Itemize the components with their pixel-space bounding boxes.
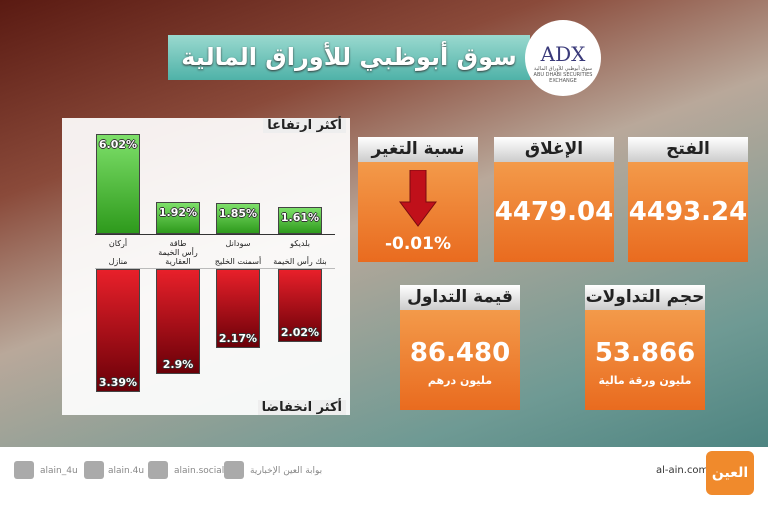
separator — [95, 268, 335, 269]
title: سوق أبوظبي للأوراق المالية — [168, 35, 530, 80]
category-label: بنك رأس الخيمة — [273, 257, 327, 266]
baseline — [95, 234, 335, 235]
youtube-icon[interactable] — [224, 461, 244, 479]
tile-label: نسبة التغير — [358, 137, 478, 162]
value-label: 2.02% — [280, 326, 320, 340]
category-label: بلديكو — [290, 239, 310, 248]
logo-mark: ADX — [540, 42, 586, 66]
category-label: رأس الخيمة العقارية — [158, 248, 198, 266]
tile-body: -0.01% — [358, 162, 478, 262]
value-label: 2.9% — [162, 358, 194, 372]
value-label: 2.17% — [218, 331, 258, 345]
tile-unit: مليون درهم — [427, 374, 493, 387]
bar — [278, 207, 322, 234]
tile: الإغلاق 4479.04 — [494, 137, 614, 262]
social-handle: بوابة العين الإخبارية — [250, 466, 323, 476]
logo-english: ABU DHABI SECURITIES EXCHANGE — [533, 72, 593, 84]
facebook-icon[interactable] — [148, 461, 168, 479]
tile-body: 53.866 مليون ورقة مالية — [585, 310, 705, 410]
bar — [96, 269, 140, 392]
social-handle: alain.social — [174, 466, 225, 476]
chart-title: أكثر ارتفاعا — [263, 118, 346, 133]
tile-value: 86.480 — [409, 338, 511, 368]
tile-label: حجم التداولات — [585, 285, 705, 310]
logo: ADX سوق أبوظبي للأوراق المالية ABU DHABI… — [525, 20, 601, 96]
tile: الفتح 4493.24 — [628, 137, 748, 262]
category-label: أركان — [108, 239, 128, 248]
value-label: 1.92% — [158, 206, 198, 220]
tile-value: -0.01% — [384, 234, 452, 254]
site[interactable]: al-ain.com — [656, 465, 709, 476]
category-label: طاقة — [169, 239, 187, 248]
value-label: 6.02% — [98, 138, 138, 151]
category-label: سودانل — [225, 239, 251, 248]
instagram-icon[interactable] — [84, 461, 104, 479]
down-arrow — [399, 170, 437, 227]
tile-label: قيمة التداول — [400, 285, 520, 310]
chart-panel: أكثر ارتفاعا أكثر انخفاضا 6.02% أركان 1.92… — [62, 118, 350, 415]
chart-title: أكثر انخفاضا — [257, 400, 346, 415]
tile-value: 4479.04 — [494, 162, 614, 262]
tile-unit: مليون ورقة مالية — [598, 374, 692, 387]
tile: قيمة التداول 86.480 مليون درهم — [400, 285, 520, 410]
tile-label: الفتح — [628, 137, 748, 162]
tile-value: 4493.24 — [628, 162, 748, 262]
social-handle: alain_4u — [40, 466, 78, 476]
bar — [216, 269, 260, 348]
logo-arabic: سوق أبوظبي للأوراق المالية — [533, 66, 593, 72]
brand-logo: العين — [706, 451, 754, 495]
category-label: أسمنت الخليج — [214, 257, 262, 266]
bar — [156, 269, 200, 375]
tile-label: الإغلاق — [494, 137, 614, 162]
value-label: 1.85% — [218, 207, 258, 221]
tile-value: 53.866 — [594, 338, 696, 368]
bar — [216, 203, 260, 234]
value-label: 1.61% — [280, 211, 320, 225]
bar — [156, 202, 200, 234]
footer: alain_4u alain.4u alain.social بوابة الع… — [0, 447, 768, 510]
category-label: منازل — [108, 257, 128, 266]
tile: حجم التداولات 53.866 مليون ورقة مالية — [585, 285, 705, 410]
tile: نسبة التغير -0.01% — [358, 137, 478, 262]
bar — [96, 134, 140, 234]
social-handle: alain.4u — [108, 466, 145, 476]
value-label: 3.39% — [98, 376, 138, 389]
tile-body: 86.480 مليون درهم — [400, 310, 520, 410]
bar — [278, 269, 322, 343]
twitter-icon[interactable] — [14, 461, 34, 479]
